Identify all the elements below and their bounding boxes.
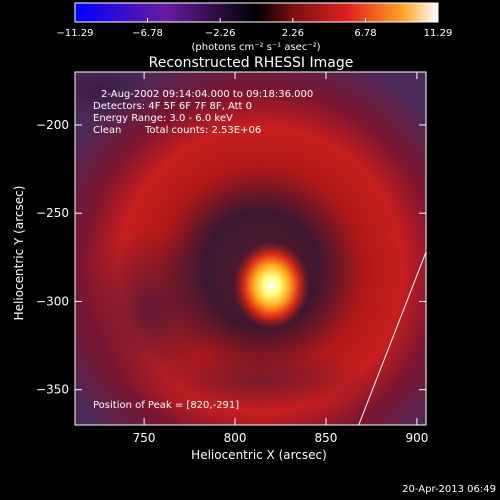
dark-region-left xyxy=(80,230,220,390)
annotation-detectors: Detectors: 4F 5F 6F 7F 8F, Att 0 xyxy=(93,101,252,112)
annotation-method: Clean xyxy=(93,125,121,136)
x-tick-label: 800 xyxy=(224,431,247,445)
y-tick-label: −250 xyxy=(36,206,69,220)
y-axis: −200 −250 −300 −350 xyxy=(36,118,426,397)
dark-region-corner xyxy=(75,72,150,120)
colorbar-unit-label: (photons cm⁻² s⁻¹ asec⁻²) xyxy=(191,42,320,53)
colorbar xyxy=(74,2,439,23)
annotation-energy: Energy Range: 3.0 - 6.0 keV xyxy=(93,113,233,124)
y-tick-label: −300 xyxy=(36,294,69,308)
peak-source xyxy=(233,241,310,330)
dark-region-lower xyxy=(150,350,370,410)
colorbar-tick-label: 2.26 xyxy=(282,28,304,39)
colorbar-tick-label: −2.26 xyxy=(205,28,236,39)
y-tick-label: −200 xyxy=(36,118,69,132)
y-axis-label: Heliocentric Y (arcsec) xyxy=(12,186,26,321)
x-tick-label: 750 xyxy=(133,431,156,445)
colorbar-ticks: −11.29 −6.78 −2.26 2.26 6.78 11.29 xyxy=(56,18,452,39)
footer-date: 20-Apr-2013 06:49 xyxy=(402,484,496,495)
y-tick-label: −350 xyxy=(36,383,69,397)
x-tick-label: 900 xyxy=(405,431,428,445)
annotation-peak-position: Position of Peak = [820,-291] xyxy=(93,400,239,411)
solar-limb-line xyxy=(358,251,426,425)
colorbar-tick-label: −6.78 xyxy=(132,28,163,39)
x-axis: 750 800 850 900 xyxy=(133,72,428,445)
colorbar-tick-label: 6.78 xyxy=(354,28,376,39)
x-tick-label: 850 xyxy=(315,431,338,445)
annotation-time-range: 2-Aug-2002 09:14:04.000 to 09:18:36.000 xyxy=(101,89,313,100)
annotation-counts: Total counts: 2.53E+06 xyxy=(144,125,261,136)
chart-title: Reconstructed RHESSI Image xyxy=(149,55,354,71)
image-area xyxy=(75,72,426,425)
plot-frame xyxy=(74,71,427,426)
colorbar-tick-label: −11.29 xyxy=(56,28,93,39)
colorbar-tick-label: 11.29 xyxy=(424,28,453,39)
x-axis-label: Heliocentric X (arcsec) xyxy=(191,448,327,462)
